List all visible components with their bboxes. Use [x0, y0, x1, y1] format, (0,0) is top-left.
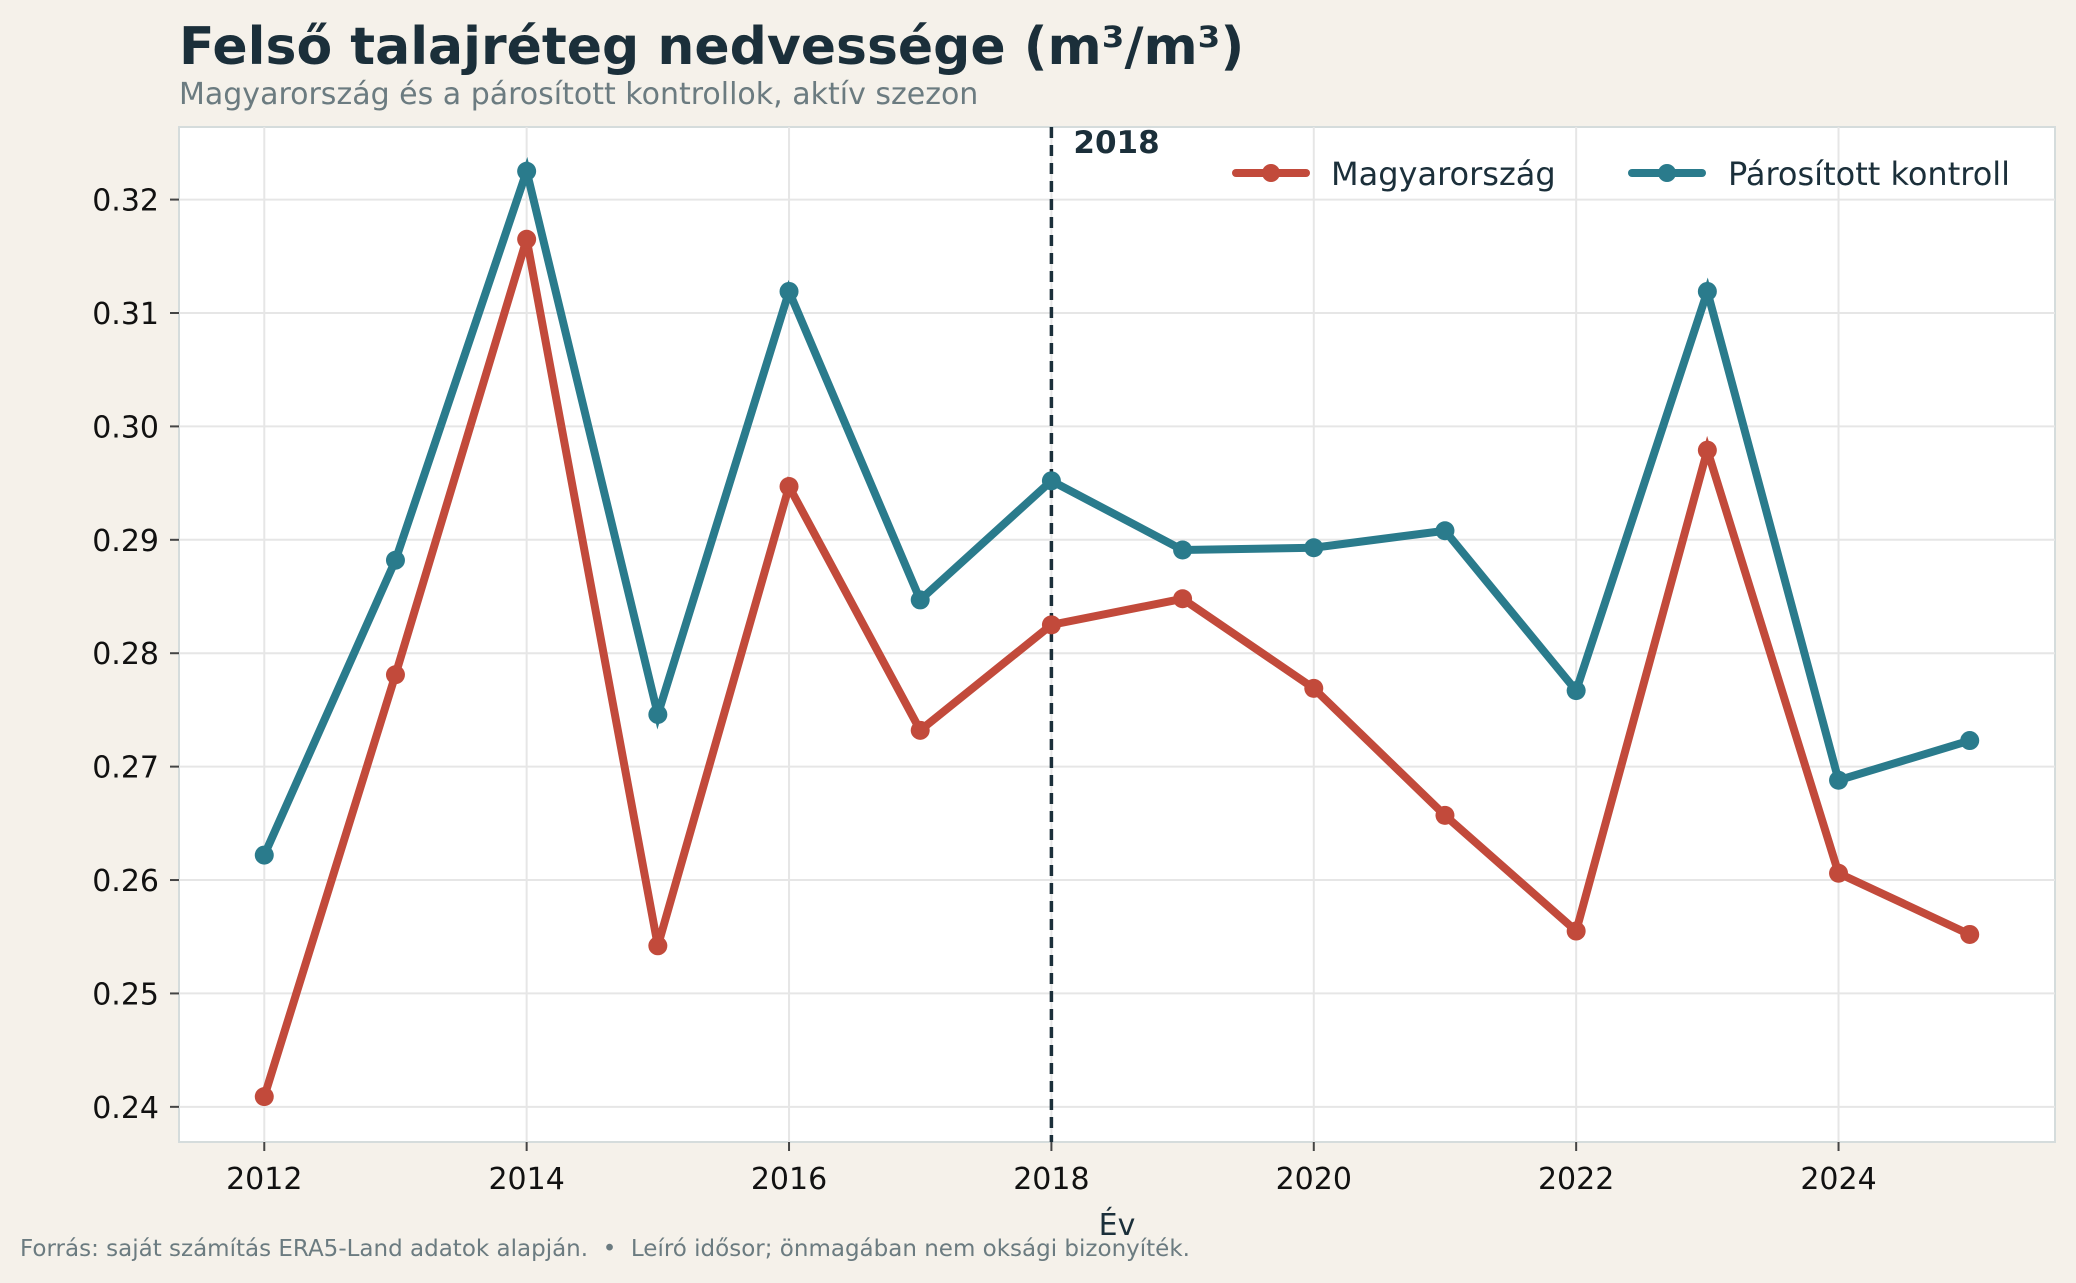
data-point-parositott-kontroll-2017: [910, 590, 930, 610]
data-point-parositott-kontroll-2013: [385, 550, 405, 570]
x-tick-label: 2018: [1013, 1162, 1089, 1197]
legend-marker-parositott-kontroll: [1658, 164, 1676, 182]
data-point-magyarorszag-2017: [910, 720, 930, 740]
data-point-magyarorszag-2021: [1435, 805, 1455, 825]
data-point-magyarorszag-2019: [1173, 589, 1193, 609]
data-point-parositott-kontroll-2012: [254, 845, 274, 865]
y-tick-label: 0.24: [92, 1091, 159, 1126]
x-tick-label: 2012: [226, 1162, 302, 1197]
data-point-parositott-kontroll-2019: [1173, 540, 1193, 560]
legend: Magyarország Párosított kontroll: [1232, 155, 2010, 193]
x-axis-label: Év: [1099, 1207, 1136, 1243]
y-tick-label: 0.26: [92, 864, 159, 899]
y-tick-label: 0.31: [92, 297, 159, 332]
chart-subtitle: Magyarország és a párosított kontrollok,…: [179, 77, 978, 112]
legend-label-magyarorszag: Magyarország: [1331, 155, 1556, 193]
chart-title: Felső talajréteg nedvessége (m³/m³): [179, 17, 1244, 77]
y-tick-label: 0.30: [92, 410, 159, 445]
y-tick-label: 0.32: [92, 184, 159, 219]
axes: 0.24 0.25 0.26 0.27 0.28 0.29 0.30 0.31 0.32 2012…: [92, 184, 1877, 1197]
data-point-magyarorszag-2022: [1566, 921, 1586, 941]
legend-label-parositott-kontroll: Párosított kontroll: [1728, 155, 2010, 193]
y-tick-label: 0.25: [92, 977, 159, 1012]
y-tick-label: 0.29: [92, 524, 159, 559]
footer-note: Forrás: saját számítás ERA5-Land adatok …: [20, 1236, 1190, 1262]
data-point-parositott-kontroll-2023: [1697, 281, 1717, 301]
series-line-magyarorszag: [260, 238, 1974, 1101]
data-point-magyarorszag-2012: [254, 1087, 274, 1107]
data-point-magyarorszag-2015: [648, 936, 668, 956]
data-point-magyarorszag-2014: [517, 229, 537, 249]
y-tick-label: 0.28: [92, 637, 159, 672]
x-tick-label: 2014: [488, 1162, 564, 1197]
reference-line-label: 2018: [1073, 125, 1159, 161]
data-point-parositott-kontroll-2022: [1566, 681, 1586, 701]
data-point-parositott-kontroll-2018: [1041, 471, 1061, 491]
data-point-magyarorszag-2020: [1304, 678, 1324, 698]
x-tick-label: 2022: [1538, 1162, 1614, 1197]
series-line-parositott-kontroll: [260, 156, 1974, 860]
data-point-magyarorszag-2016: [779, 477, 799, 497]
data-point-parositott-kontroll-2024: [1829, 770, 1849, 790]
plot-area: [178, 126, 2056, 1143]
series-group: [254, 156, 1980, 1107]
data-point-magyarorszag-2018: [1041, 615, 1061, 635]
x-tick-label: 2020: [1276, 1162, 1352, 1197]
data-point-magyarorszag-2013: [385, 665, 405, 685]
data-point-parositott-kontroll-2015: [648, 704, 668, 724]
grid: [179, 127, 2055, 1142]
data-point-parositott-kontroll-2016: [779, 281, 799, 301]
data-point-magyarorszag-2025: [1960, 924, 1980, 944]
x-tick-label: 2024: [1800, 1162, 1876, 1197]
data-point-parositott-kontroll-2021: [1435, 521, 1455, 541]
data-point-parositott-kontroll-2020: [1304, 538, 1324, 558]
legend-marker-magyarorszag: [1262, 164, 1280, 182]
x-tick-label: 2016: [751, 1162, 827, 1197]
y-tick-label: 0.27: [92, 751, 159, 786]
data-point-magyarorszag-2023: [1697, 440, 1717, 460]
data-point-magyarorszag-2024: [1829, 863, 1849, 883]
data-point-parositott-kontroll-2014: [517, 161, 537, 181]
data-point-parositott-kontroll-2025: [1960, 731, 1980, 751]
reference-line-group: 2018: [1049, 125, 1160, 1142]
